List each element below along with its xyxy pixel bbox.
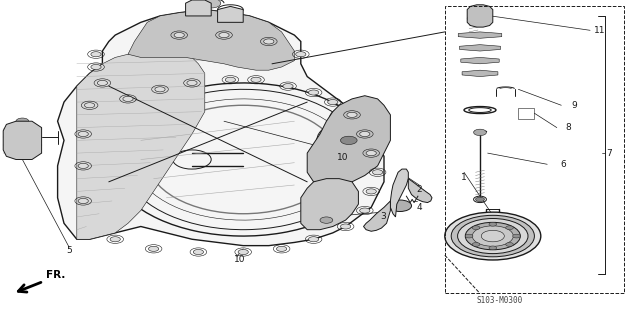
- Text: 11: 11: [594, 26, 605, 35]
- Circle shape: [366, 151, 376, 156]
- Circle shape: [219, 33, 229, 38]
- Circle shape: [91, 64, 101, 70]
- Text: 8: 8: [566, 123, 571, 132]
- Circle shape: [388, 200, 412, 211]
- Polygon shape: [390, 169, 408, 217]
- Circle shape: [16, 118, 29, 124]
- Polygon shape: [458, 32, 502, 38]
- Circle shape: [465, 222, 520, 250]
- Circle shape: [296, 52, 306, 57]
- Circle shape: [445, 212, 541, 260]
- Circle shape: [360, 208, 370, 213]
- Circle shape: [472, 242, 480, 246]
- Bar: [445, 6, 624, 293]
- Polygon shape: [462, 70, 498, 77]
- Circle shape: [225, 77, 236, 82]
- Polygon shape: [461, 57, 499, 64]
- Text: 7: 7: [607, 149, 612, 158]
- Circle shape: [193, 249, 204, 255]
- Circle shape: [489, 246, 497, 250]
- Circle shape: [472, 226, 513, 246]
- Circle shape: [467, 15, 480, 22]
- Circle shape: [328, 100, 338, 105]
- Circle shape: [78, 131, 88, 137]
- Circle shape: [340, 224, 351, 229]
- Circle shape: [78, 198, 88, 204]
- Circle shape: [251, 77, 261, 82]
- Circle shape: [110, 237, 120, 242]
- Circle shape: [360, 131, 370, 137]
- Polygon shape: [3, 121, 42, 160]
- Circle shape: [476, 197, 484, 202]
- Circle shape: [308, 237, 319, 242]
- Circle shape: [472, 226, 480, 230]
- Circle shape: [308, 90, 319, 95]
- Text: 1: 1: [461, 173, 467, 182]
- Polygon shape: [460, 45, 500, 51]
- Text: 3: 3: [380, 212, 385, 221]
- Polygon shape: [301, 179, 358, 230]
- Circle shape: [123, 96, 133, 101]
- Circle shape: [202, 0, 221, 8]
- Text: 10: 10: [234, 256, 246, 264]
- Circle shape: [474, 129, 486, 136]
- Circle shape: [340, 136, 357, 145]
- Circle shape: [481, 230, 504, 242]
- Circle shape: [372, 170, 383, 175]
- Text: 10: 10: [337, 153, 349, 162]
- Circle shape: [320, 217, 333, 223]
- Circle shape: [513, 234, 520, 238]
- Circle shape: [187, 80, 197, 85]
- Circle shape: [506, 226, 513, 230]
- Circle shape: [366, 189, 376, 194]
- Text: 5: 5: [67, 246, 72, 255]
- Polygon shape: [58, 10, 384, 246]
- Text: FR.: FR.: [46, 270, 65, 280]
- Circle shape: [506, 242, 513, 246]
- Text: S103-M0300: S103-M0300: [476, 296, 522, 305]
- Circle shape: [84, 103, 95, 108]
- Polygon shape: [408, 179, 432, 203]
- Circle shape: [283, 84, 293, 89]
- Text: 6: 6: [561, 160, 566, 169]
- Polygon shape: [364, 201, 390, 231]
- Polygon shape: [467, 5, 493, 27]
- Circle shape: [97, 80, 108, 85]
- Circle shape: [489, 222, 497, 226]
- Polygon shape: [218, 6, 243, 22]
- Text: 2: 2: [417, 185, 422, 194]
- Bar: [518, 108, 534, 119]
- Circle shape: [155, 87, 165, 92]
- Polygon shape: [128, 10, 294, 70]
- Circle shape: [78, 163, 88, 168]
- Polygon shape: [186, 0, 211, 16]
- Polygon shape: [77, 51, 205, 239]
- Circle shape: [238, 249, 248, 255]
- Circle shape: [148, 246, 159, 251]
- Circle shape: [451, 215, 534, 257]
- Circle shape: [458, 219, 528, 254]
- Circle shape: [347, 112, 357, 117]
- Circle shape: [91, 52, 101, 57]
- Circle shape: [465, 234, 473, 238]
- Text: 9: 9: [572, 101, 577, 110]
- Circle shape: [276, 246, 287, 251]
- Circle shape: [174, 33, 184, 38]
- Text: 4: 4: [417, 203, 422, 212]
- Polygon shape: [307, 96, 390, 185]
- Circle shape: [264, 39, 274, 44]
